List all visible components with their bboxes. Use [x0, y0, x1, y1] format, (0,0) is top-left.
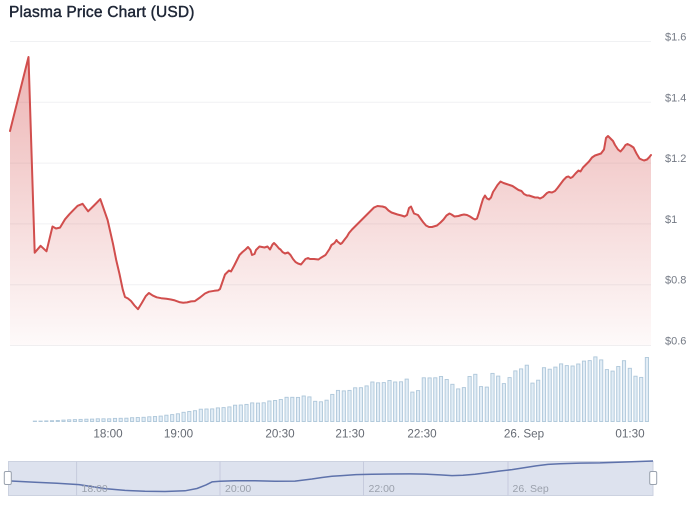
svg-text:21:30: 21:30: [335, 428, 365, 441]
svg-text:20:00: 20:00: [225, 483, 251, 495]
svg-text:18:00: 18:00: [82, 483, 108, 495]
svg-text:$0.6: $0.6: [665, 335, 686, 347]
svg-text:26. Sep: 26. Sep: [513, 483, 549, 495]
svg-text:$1.4: $1.4: [665, 92, 686, 104]
svg-text:26. Sep: 26. Sep: [504, 428, 545, 441]
svg-text:18:00: 18:00: [93, 428, 123, 441]
svg-text:$0.8: $0.8: [665, 275, 686, 287]
svg-text:20:30: 20:30: [265, 428, 295, 441]
svg-text:19:00: 19:00: [164, 428, 194, 441]
svg-text:$1: $1: [665, 214, 677, 226]
svg-text:22:00: 22:00: [369, 483, 395, 495]
svg-text:01:30: 01:30: [615, 428, 645, 441]
svg-text:22:30: 22:30: [407, 428, 437, 441]
svg-text:$1.6: $1.6: [665, 32, 686, 44]
svg-text:$1.2: $1.2: [665, 153, 686, 165]
